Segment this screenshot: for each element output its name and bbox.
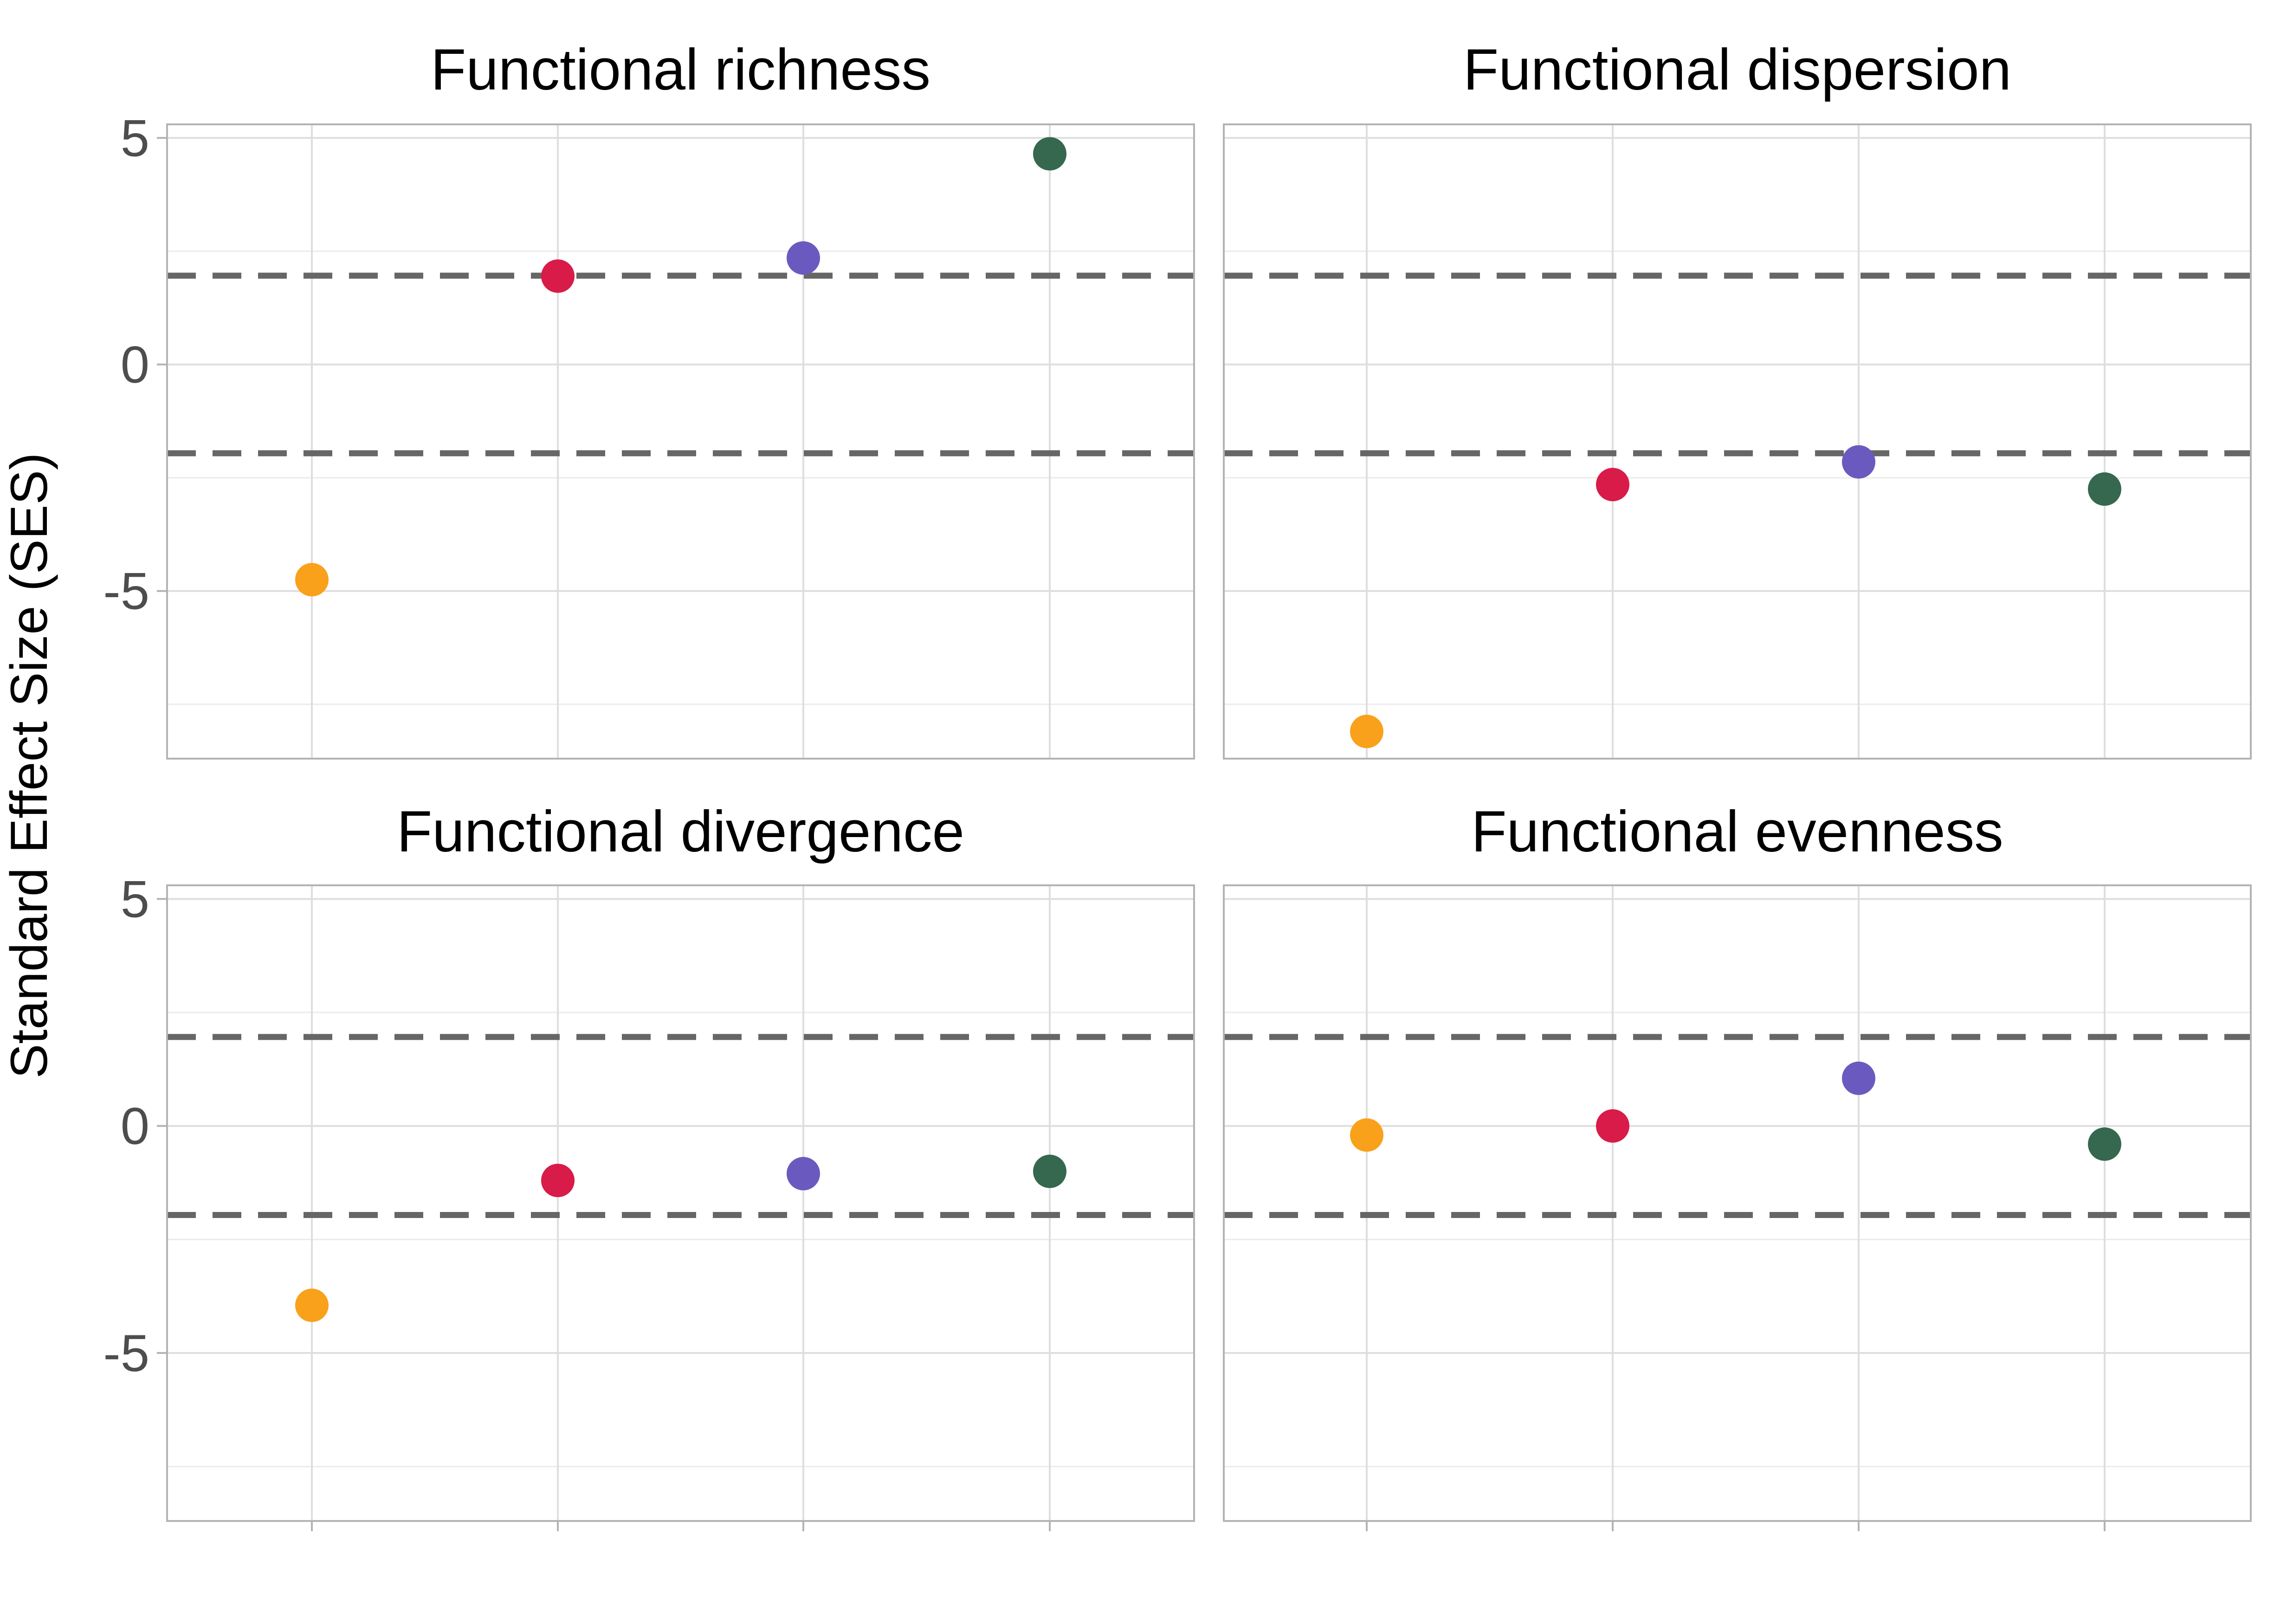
data-point	[1842, 445, 1875, 479]
data-point	[1596, 468, 1629, 502]
panel-border	[1223, 123, 2252, 760]
y-tick-label: 5	[121, 109, 149, 167]
data-point	[1596, 1109, 1629, 1143]
y-tick-label: 0	[121, 336, 149, 394]
data-point	[295, 1289, 329, 1322]
data-point	[787, 241, 820, 275]
data-point	[2088, 472, 2121, 506]
data-point	[541, 259, 575, 293]
panel-title: Functional dispersion	[1463, 38, 2011, 102]
y-tick-label: -5	[103, 1324, 149, 1382]
data-point	[295, 563, 329, 597]
panel-border	[166, 123, 1195, 760]
panel-border	[166, 884, 1195, 1522]
panel-border	[1223, 884, 2252, 1522]
data-point	[1350, 1118, 1383, 1152]
y-axis-title: Standard Effect Size (SES)	[0, 453, 58, 1079]
y-tick-label: -5	[103, 562, 149, 620]
panel-title: Functional evenness	[1471, 799, 2003, 864]
data-point	[541, 1164, 575, 1198]
data-point	[1033, 1154, 1066, 1188]
data-point	[787, 1157, 820, 1191]
panel-title: Functional richness	[431, 38, 930, 102]
data-point	[2088, 1127, 2121, 1161]
data-point	[1033, 137, 1066, 171]
data-point	[1350, 715, 1383, 748]
data-point	[1842, 1061, 1875, 1095]
y-tick-label: 0	[121, 1097, 149, 1155]
y-tick-label: 5	[121, 870, 149, 928]
panel-title: Functional divergence	[397, 799, 964, 864]
